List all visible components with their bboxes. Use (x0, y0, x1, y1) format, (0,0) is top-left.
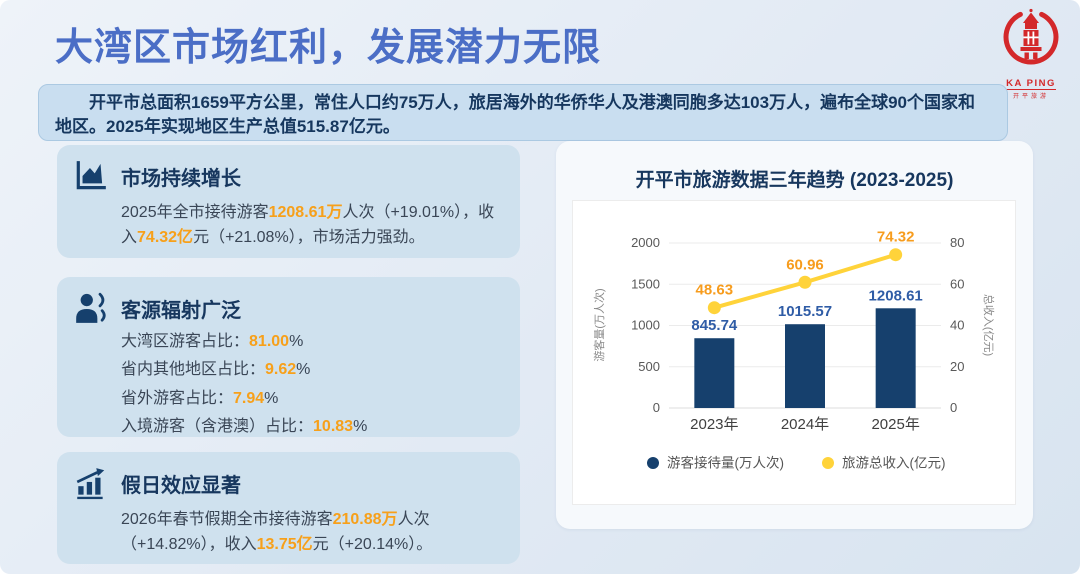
person-broadcast-icon (73, 290, 109, 326)
right-axis-tick: 40 (950, 318, 964, 333)
chart-bar-label: 845.74 (691, 317, 738, 334)
chart-bar (694, 338, 735, 408)
logo-wordmark: KA PING (1006, 78, 1056, 89)
card-body: 2025年全市接待游客1208.61万人次（+19.01%），收入74.32亿元… (121, 204, 495, 246)
right-axis-label: 总收入(亿元) (982, 294, 996, 356)
x-axis-tick: 2025年 (871, 416, 919, 433)
stat-gba-share: 大湾区游客占比：81.00% (121, 333, 304, 350)
card-title: 客源辐射广泛 (121, 299, 241, 322)
chart-title: 开平市旅游数据三年趋势 (2023-2025) (635, 170, 954, 191)
chart-bar (785, 324, 825, 408)
chart-point (798, 275, 812, 289)
chart-line-label: 60.96 (786, 256, 824, 273)
kaiping-logo: KA PING 开平旅游 (997, 8, 1065, 102)
area-chart-icon (73, 158, 109, 194)
diaolou-tower-icon: KA PING 开平旅游 (1003, 8, 1059, 100)
card-title: 市场持续增长 (121, 167, 241, 190)
stat-province-share: 省内其他地区占比：9.62% (121, 361, 311, 379)
legend-line-label: 旅游总收入(亿元) (842, 456, 946, 471)
chart-bar-label: 1208.61 (869, 287, 923, 304)
card-title: 假日效应显著 (121, 474, 241, 497)
chart-bar-label: 1015.57 (778, 303, 832, 320)
chart-panel: 开平市旅游数据三年趋势 (2023-2025) 0 500 1000 1500 2000… (556, 141, 1033, 529)
left-axis-tick: 2000 (631, 235, 660, 250)
chart-line-label: 48.63 (696, 282, 734, 299)
left-axis-tick: 1500 (631, 276, 660, 291)
logo-subtext: 开平旅游 (1013, 92, 1049, 100)
tourism-combo-chart: 0 500 1000 1500 2000 0 20 40 60 80 游客量(万人次) 总收入(亿元)… (572, 200, 1016, 505)
card-body: 2026年春节假期全市接待游客210.88万人次（+14.82%），收入13.7… (121, 511, 433, 553)
x-axis-tick: 2024年 (781, 416, 829, 433)
chart-point (707, 301, 721, 315)
left-axis-tick: 500 (638, 359, 660, 374)
card-holiday-effect: 假日效应显著 2026年春节假期全市接待游客210.88万人次（+14.82%）… (57, 452, 520, 564)
chart-svg: 0 500 1000 1500 2000 0 20 40 60 80 游客量(万人次) 总收入(亿元)… (592, 229, 996, 471)
legend-line-dot (822, 457, 834, 469)
stat-outside-share: 省外游客占比：7.94% (121, 389, 279, 407)
right-axis-tick: 20 (950, 359, 964, 374)
left-axis-tick: 1000 (631, 318, 660, 333)
chart-line-label: 74.32 (877, 229, 915, 246)
left-axis-label: 游客量(万人次) (592, 288, 606, 361)
card-visitor-sources: 客源辐射广泛 大湾区游客占比：81.00% 省内其他地区占比：9.62% 省外游… (57, 277, 520, 437)
legend-bar-label: 游客接待量(万人次) (667, 455, 784, 471)
x-axis-tick: 2023年 (690, 416, 738, 433)
bar-growth-icon (73, 465, 109, 501)
chart-point (889, 248, 903, 262)
right-axis-tick: 0 (950, 400, 957, 415)
page-title: 大湾区市场红利，发展潜力无限 (55, 27, 602, 69)
stat-inbound-share: 入境游客（含港澳）占比：10.83% (121, 418, 368, 436)
right-axis-tick: 60 (950, 276, 964, 291)
legend-bar-dot (647, 457, 659, 469)
card-market-growth: 市场持续增长 2025年全市接待游客1208.61万人次（+19.01%），收入… (57, 145, 520, 258)
right-axis-tick: 80 (950, 235, 964, 250)
left-axis-tick: 0 (653, 400, 660, 415)
intro-box: 开平市总面积1659平方公里，常住人口约75万人，旅居海外的华侨华人及港澳同胞多… (38, 84, 1008, 141)
chart-bar (875, 308, 916, 408)
intro-text: 开平市总面积1659平方公里，常住人口约75万人，旅居海外的华侨华人及港澳同胞多… (55, 93, 975, 137)
